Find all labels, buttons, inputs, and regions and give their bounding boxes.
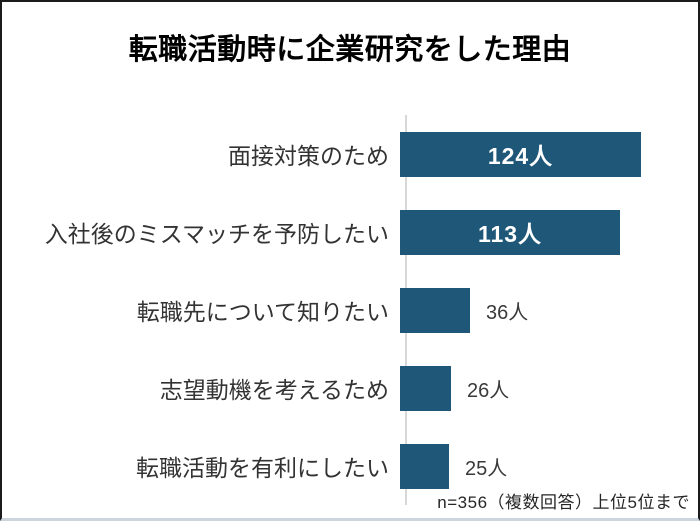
value-label: 36人 xyxy=(486,301,529,324)
bar: 113人 xyxy=(400,209,620,255)
category-label: 面接対策のため xyxy=(228,143,389,169)
chart-row: 転職活動を有利にしたい 25人 xyxy=(2,427,698,505)
bar xyxy=(400,287,470,333)
value-label: 26人 xyxy=(467,379,510,402)
chart-footnote: n=356（複数回答）上位5位まで xyxy=(437,493,690,512)
value-label: 113人 xyxy=(477,221,543,247)
bar-area: 36人 xyxy=(398,271,698,349)
chart-row: 転職先について知りたい 36人 xyxy=(2,271,698,349)
value-label: 25人 xyxy=(465,457,508,480)
category-label: 志望動機を考えるため xyxy=(159,377,389,403)
category-label: 入社後のミスマッチを予防したい xyxy=(44,221,389,247)
bar-area: 124人 xyxy=(398,115,698,193)
bar: 124人 xyxy=(400,131,641,177)
chart-row: 面接対策のため 124人 xyxy=(2,115,698,193)
bar-area: 113人 xyxy=(398,193,698,271)
bar xyxy=(400,365,451,411)
chart-row: 入社後のミスマッチを予防したい 113人 xyxy=(2,193,698,271)
value-label: 124人 xyxy=(487,143,554,169)
chart-rows: 面接対策のため 124人入社後のミスマッチを予防したい 113人転職先について知りた… xyxy=(2,115,698,505)
bar-area: 26人 xyxy=(398,349,698,427)
bar xyxy=(400,443,449,489)
category-label: 転職先について知りたい xyxy=(136,299,389,325)
chart-row: 志望動機を考えるため 26人 xyxy=(2,349,698,427)
bar-area: 25人 xyxy=(398,427,698,505)
chart-title: 転職活動時に企業研究をした理由 xyxy=(128,34,572,66)
category-label: 転職活動を有利にしたい xyxy=(136,455,389,481)
